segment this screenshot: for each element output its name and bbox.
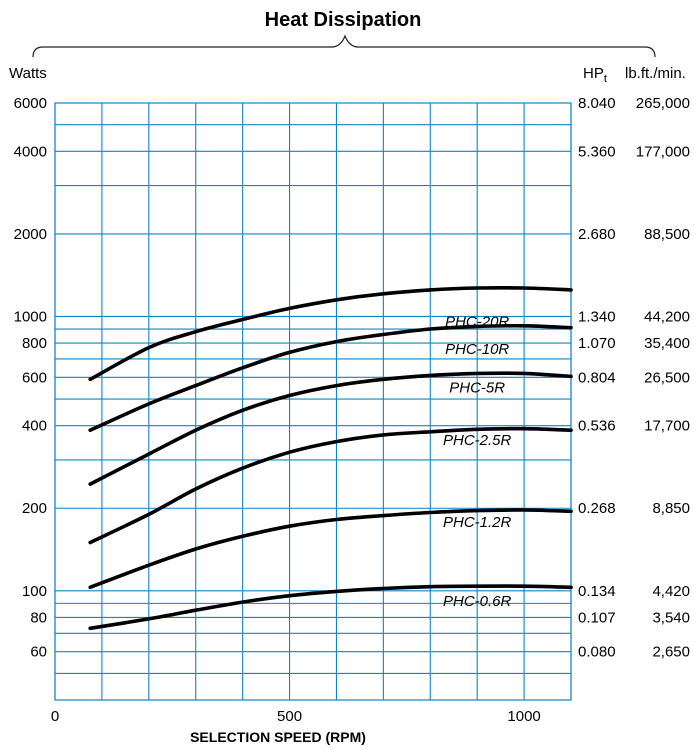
y-tick-label-watts: 100: [22, 583, 47, 600]
y-tick-label-hp: 0.804: [578, 369, 616, 386]
y-tick-label-lbft: 3,540: [652, 609, 690, 626]
plot-area: [54, 102, 572, 701]
series-line-phc-20r: [88, 285, 573, 382]
y-tick-label-watts: 600: [22, 369, 47, 386]
right-axis-unit-hp: HPt: [583, 65, 607, 85]
y-tick-label-watts: 6000: [14, 95, 47, 112]
title-brace: [32, 34, 656, 58]
series-line-phc-1.2r: [88, 508, 573, 590]
x-axis-ticks: 0 500 1000: [51, 708, 541, 725]
y-tick-label-lbft: 35,400: [644, 335, 690, 352]
series-line-phc-10r: [88, 323, 573, 432]
x-tick-label: 0: [51, 708, 59, 725]
y-tick-label-lbft: 265,000: [636, 95, 690, 112]
y-tick-label-watts: 1000: [14, 308, 47, 325]
chart-title: Heat Dissipation: [265, 9, 422, 31]
y-tick-label-watts: 80: [30, 609, 47, 626]
series-label-phc-0.6r: PHC-0.6R: [443, 593, 512, 610]
series-line-phc-0.6r: [88, 584, 573, 631]
y-tick-label-watts: 4000: [14, 143, 47, 160]
series-label-phc-1.2r: PHC-1.2R: [443, 514, 512, 531]
x-axis-label: SELECTION SPEED (RPM): [190, 729, 366, 745]
y-tick-label-hp: 1.340: [578, 308, 616, 325]
y-tick-label-watts: 400: [22, 418, 47, 435]
grid: [54, 102, 572, 701]
y-tick-label-hp: 1.070: [578, 335, 616, 352]
y-tick-label-hp: 0.134: [578, 583, 616, 600]
y-tick-label-lbft: 8,850: [652, 500, 690, 517]
y-tick-label-hp: 0.268: [578, 500, 616, 517]
y-tick-label-lbft: 44,200: [644, 308, 690, 325]
right-axis-unit-hp-subscript: t: [604, 73, 607, 85]
y-tick-label-hp: 5.360: [578, 143, 616, 160]
y-tick-label-lbft: 26,500: [644, 369, 690, 386]
y-tick-label-watts: 2000: [14, 226, 47, 243]
series-label-phc-5r: PHC-5R: [449, 380, 505, 397]
y-tick-label-lbft: 17,700: [644, 418, 690, 435]
y-tick-label-hp: 0.107: [578, 609, 616, 626]
series-label-phc-10r: PHC-10R: [445, 341, 509, 358]
series-line-phc-2.5r: [88, 426, 573, 545]
y-tick-label-watts: 60: [30, 644, 47, 661]
y-tick-label-watts: 800: [22, 335, 47, 352]
y-tick-label-watts: 200: [22, 500, 47, 517]
y-tick-label-lbft: 88,500: [644, 226, 690, 243]
series-line-phc-5r: [88, 371, 573, 486]
series-label-phc-2.5r: PHC-2.5R: [443, 432, 512, 449]
left-axis-unit: Watts: [9, 65, 47, 82]
y-tick-label-hp: 0.080: [578, 644, 616, 661]
x-tick-label: 500: [277, 708, 302, 725]
y-tick-label-lbft: 177,000: [636, 143, 690, 160]
y-tick-label-lbft: 4,420: [652, 583, 690, 600]
y-tick-label-hp: 0.536: [578, 418, 616, 435]
y-tick-label-hp: 2.680: [578, 226, 616, 243]
right-axis-unit-lbft: lb.ft./min.: [625, 65, 686, 82]
y-tick-label-hp: 8.040: [578, 95, 616, 112]
x-tick-label: 1000: [507, 708, 540, 725]
series-curves: PHC-20RPHC-10RPHC-5RPHC-2.5RPHC-1.2RPHC-…: [88, 285, 573, 631]
y-tick-label-lbft: 2,650: [652, 644, 690, 661]
y-axis-ticks: 6000 8.040 265,000 4000 5.360 177,000 2000 2.68…: [14, 95, 690, 661]
